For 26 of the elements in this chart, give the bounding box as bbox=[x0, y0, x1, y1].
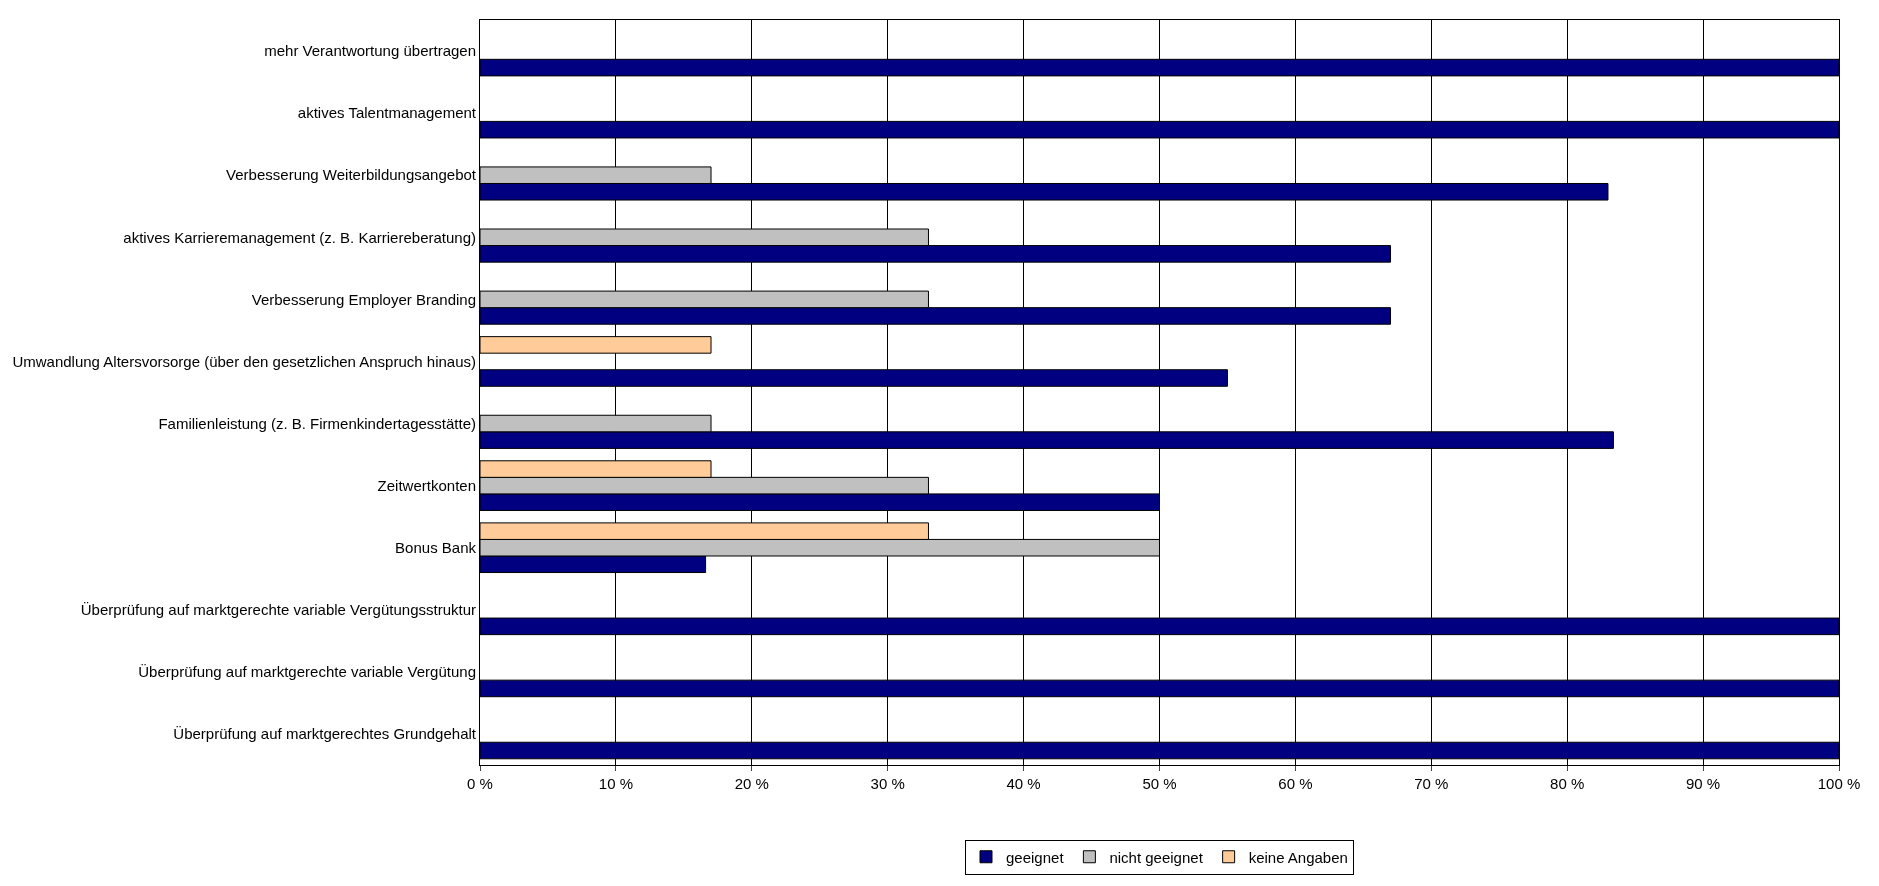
x-tick-label: 90 % bbox=[1686, 775, 1721, 792]
legend-label: keine Angaben bbox=[1248, 848, 1348, 866]
legend-label: geeignet bbox=[1006, 848, 1065, 866]
y-tick-label: Überprüfung auf marktgerechte variable Vergütung bbox=[138, 663, 476, 681]
y-tick-label: aktives Karrieremanagement (z. B. Karriereberatung) bbox=[123, 228, 476, 246]
y-tick-label: Verbesserung Weiterbildungsangebot bbox=[226, 166, 477, 184]
y-tick-label: Familienleistung (z. B. Firmenkindertagesstätte) bbox=[158, 414, 476, 432]
y-tick-label: Verbesserung Employer Branding bbox=[251, 290, 476, 308]
x-tick-label: 60 % bbox=[1278, 775, 1313, 792]
legend-label: nicht geeignet bbox=[1109, 848, 1204, 866]
x-tick-label: 0 % bbox=[467, 775, 493, 792]
y-tick-label: mehr Verantwortung übertragen bbox=[264, 42, 476, 60]
y-tick-label: Umwandlung Altersvorsorge (über den gesetzlichen Anspruch hinaus) bbox=[12, 352, 476, 370]
x-tick-label: 40 % bbox=[1006, 775, 1041, 792]
x-tick-label: 10 % bbox=[598, 775, 633, 792]
y-tick-label: Bonus Bank bbox=[395, 538, 477, 556]
y-tick-label: aktives Talentmanagement bbox=[297, 104, 477, 122]
y-tick-label: Überprüfung auf marktgerechtes Grundgehalt bbox=[173, 725, 477, 743]
x-tick-label: 50 % bbox=[1142, 775, 1177, 792]
x-tick-label: 30 % bbox=[870, 775, 905, 792]
x-tick-label: 20 % bbox=[734, 775, 769, 792]
y-tick-label: Überprüfung auf marktgerechte variable Vergütungsstruktur bbox=[80, 601, 476, 619]
x-tick-label: 100 % bbox=[1817, 775, 1861, 792]
x-tick-label: 70 % bbox=[1414, 775, 1449, 792]
x-tick-label: 80 % bbox=[1550, 775, 1585, 792]
y-tick-label: Zeitwertkonten bbox=[377, 476, 476, 494]
